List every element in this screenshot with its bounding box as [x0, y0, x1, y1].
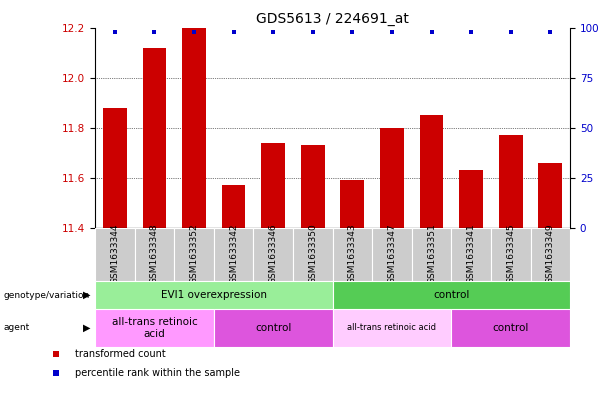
Bar	[491, 228, 530, 281]
Text: GSM1633347: GSM1633347	[387, 223, 397, 284]
Bar	[332, 309, 451, 347]
Text: GSM1633345: GSM1633345	[506, 223, 515, 284]
Text: all-trans retinoic acid: all-trans retinoic acid	[348, 323, 436, 332]
Text: GSM1633349: GSM1633349	[546, 223, 555, 284]
Bar	[499, 135, 522, 228]
Bar	[293, 228, 332, 281]
Text: GSM1633344: GSM1633344	[110, 223, 120, 284]
Bar	[530, 228, 570, 281]
Title: GDS5613 / 224691_at: GDS5613 / 224691_at	[256, 13, 409, 26]
Bar	[538, 163, 562, 228]
Bar	[420, 115, 443, 228]
Bar	[142, 48, 166, 228]
Text: GSM1633346: GSM1633346	[268, 223, 278, 284]
Bar	[451, 309, 570, 347]
Bar	[451, 228, 491, 281]
Bar	[95, 228, 135, 281]
Text: control: control	[255, 323, 291, 333]
Text: control: control	[433, 290, 470, 300]
Text: control: control	[492, 323, 529, 333]
Bar	[103, 108, 127, 228]
Text: percentile rank within the sample: percentile rank within the sample	[75, 368, 240, 378]
Bar	[214, 228, 253, 281]
Bar	[380, 128, 404, 228]
Text: GSM1633342: GSM1633342	[229, 223, 238, 284]
Text: ▶: ▶	[83, 323, 90, 333]
Text: genotype/variation: genotype/variation	[3, 291, 89, 299]
Bar	[332, 281, 570, 309]
Text: agent: agent	[3, 323, 29, 332]
Text: GSM1633348: GSM1633348	[150, 223, 159, 284]
Text: all-trans retinoic
acid: all-trans retinoic acid	[112, 317, 197, 339]
Bar	[459, 170, 483, 228]
Bar	[135, 228, 174, 281]
Bar	[332, 228, 372, 281]
Text: GSM1633343: GSM1633343	[348, 223, 357, 284]
Text: EVI1 overexpression: EVI1 overexpression	[161, 290, 267, 300]
Text: transformed count: transformed count	[75, 349, 166, 360]
Bar	[372, 228, 412, 281]
Bar	[95, 281, 332, 309]
Bar	[222, 185, 245, 228]
Bar	[412, 228, 451, 281]
Text: GSM1633341: GSM1633341	[466, 223, 476, 284]
Text: ▶: ▶	[83, 290, 90, 300]
Bar	[340, 180, 364, 228]
Bar	[261, 143, 285, 228]
Text: GSM1633350: GSM1633350	[308, 223, 318, 284]
Bar	[174, 228, 214, 281]
Bar	[182, 28, 206, 228]
Bar	[253, 228, 293, 281]
Bar	[95, 309, 214, 347]
Bar	[214, 309, 332, 347]
Text: GSM1633351: GSM1633351	[427, 223, 436, 284]
Bar	[301, 145, 325, 228]
Text: GSM1633352: GSM1633352	[189, 223, 199, 284]
